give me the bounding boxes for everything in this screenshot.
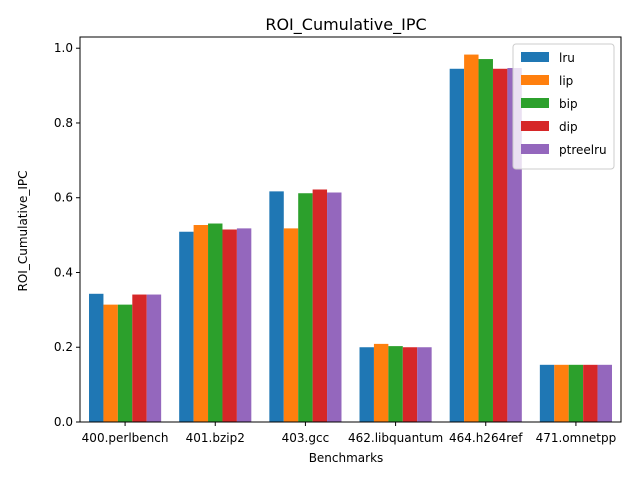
bar-bip-471.omnetpp bbox=[568, 364, 584, 422]
bar-ptreelru-403.gcc bbox=[327, 192, 342, 422]
x-tick-label: 471.omnetpp bbox=[536, 431, 617, 445]
legend-label-dip: dip bbox=[559, 120, 578, 134]
bar-ptreelru-401.bzip2 bbox=[236, 228, 252, 422]
y-tick-label: 1.0 bbox=[54, 41, 73, 55]
bar-ptreelru-471.omnetpp bbox=[597, 364, 612, 422]
bar-dip-464.h264ref bbox=[492, 68, 508, 423]
legend-swatch-lip bbox=[521, 75, 549, 85]
y-tick-label: 0.4 bbox=[54, 265, 73, 279]
bar-dip-471.omnetpp bbox=[583, 364, 598, 422]
bar-lru-471.omnetpp bbox=[539, 364, 555, 422]
bar-bip-462.libquantum bbox=[388, 346, 403, 422]
y-tick-label: 0.6 bbox=[54, 191, 73, 205]
x-tick-label: 403.gcc bbox=[282, 431, 330, 445]
x-tick-label: 401.bzip2 bbox=[186, 431, 245, 445]
legend-label-lip: lip bbox=[559, 74, 573, 88]
legend: lru lip bip dip ptreelru bbox=[512, 43, 615, 170]
bar-lip-403.gcc bbox=[283, 228, 299, 422]
bar-lip-462.libquantum bbox=[373, 343, 389, 422]
x-tick-label: 400.perlbench bbox=[82, 431, 169, 445]
bar-lip-401.bzip2 bbox=[193, 225, 209, 422]
bar-lip-464.h264ref bbox=[464, 54, 479, 422]
bar-dip-403.gcc bbox=[312, 189, 328, 422]
axes-layer: 0.0 0.2 0.4 0.6 0.8 1.0 400.perlbench 401.bzip2… bbox=[54, 36, 622, 445]
bar-lru-403.gcc bbox=[269, 191, 284, 422]
bar-lip-471.omnetpp bbox=[554, 364, 569, 422]
bar-ptreelru-400.perlbench bbox=[146, 294, 162, 422]
bar-lru-464.h264ref bbox=[449, 68, 465, 423]
y-tick-label: 0.0 bbox=[54, 415, 73, 429]
plot-frame bbox=[79, 36, 622, 423]
bar-bip-464.h264ref bbox=[478, 59, 493, 423]
y-axis-label: ROI_Cumulative_IPC bbox=[16, 171, 30, 292]
legend-label-lru: lru bbox=[559, 51, 575, 65]
y-tick-label: 0.2 bbox=[54, 340, 73, 354]
bar-ptreelru-462.libquantum bbox=[417, 347, 432, 422]
bar-bip-400.perlbench bbox=[117, 304, 133, 422]
legend-label-ptreelru: ptreelru bbox=[559, 143, 607, 157]
bar-bip-401.bzip2 bbox=[208, 223, 223, 422]
bar-dip-462.libquantum bbox=[402, 347, 418, 422]
bar-bip-403.gcc bbox=[298, 193, 313, 422]
legend-label-bip: bip bbox=[559, 97, 578, 111]
legend-swatch-lru bbox=[521, 52, 549, 62]
x-tick-label: 464.h264ref bbox=[449, 431, 523, 445]
bar-dip-401.bzip2 bbox=[222, 229, 237, 422]
bar-lip-400.perlbench bbox=[103, 304, 118, 422]
legend-swatch-bip bbox=[521, 98, 549, 108]
chart-title: ROI_Cumulative_IPC bbox=[265, 15, 426, 35]
bar-lru-401.bzip2 bbox=[179, 231, 194, 422]
x-axis-label: Benchmarks bbox=[309, 451, 384, 465]
legend-swatch-ptreelru bbox=[521, 144, 549, 154]
bars-layer bbox=[89, 54, 612, 423]
bar-dip-400.perlbench bbox=[132, 294, 147, 422]
legend-swatch-dip bbox=[521, 121, 549, 131]
x-tick-label: 462.libquantum bbox=[348, 431, 443, 445]
bar-lru-400.perlbench bbox=[89, 293, 104, 422]
y-tick-label: 0.8 bbox=[54, 116, 73, 130]
bar-lru-462.libquantum bbox=[359, 347, 374, 422]
